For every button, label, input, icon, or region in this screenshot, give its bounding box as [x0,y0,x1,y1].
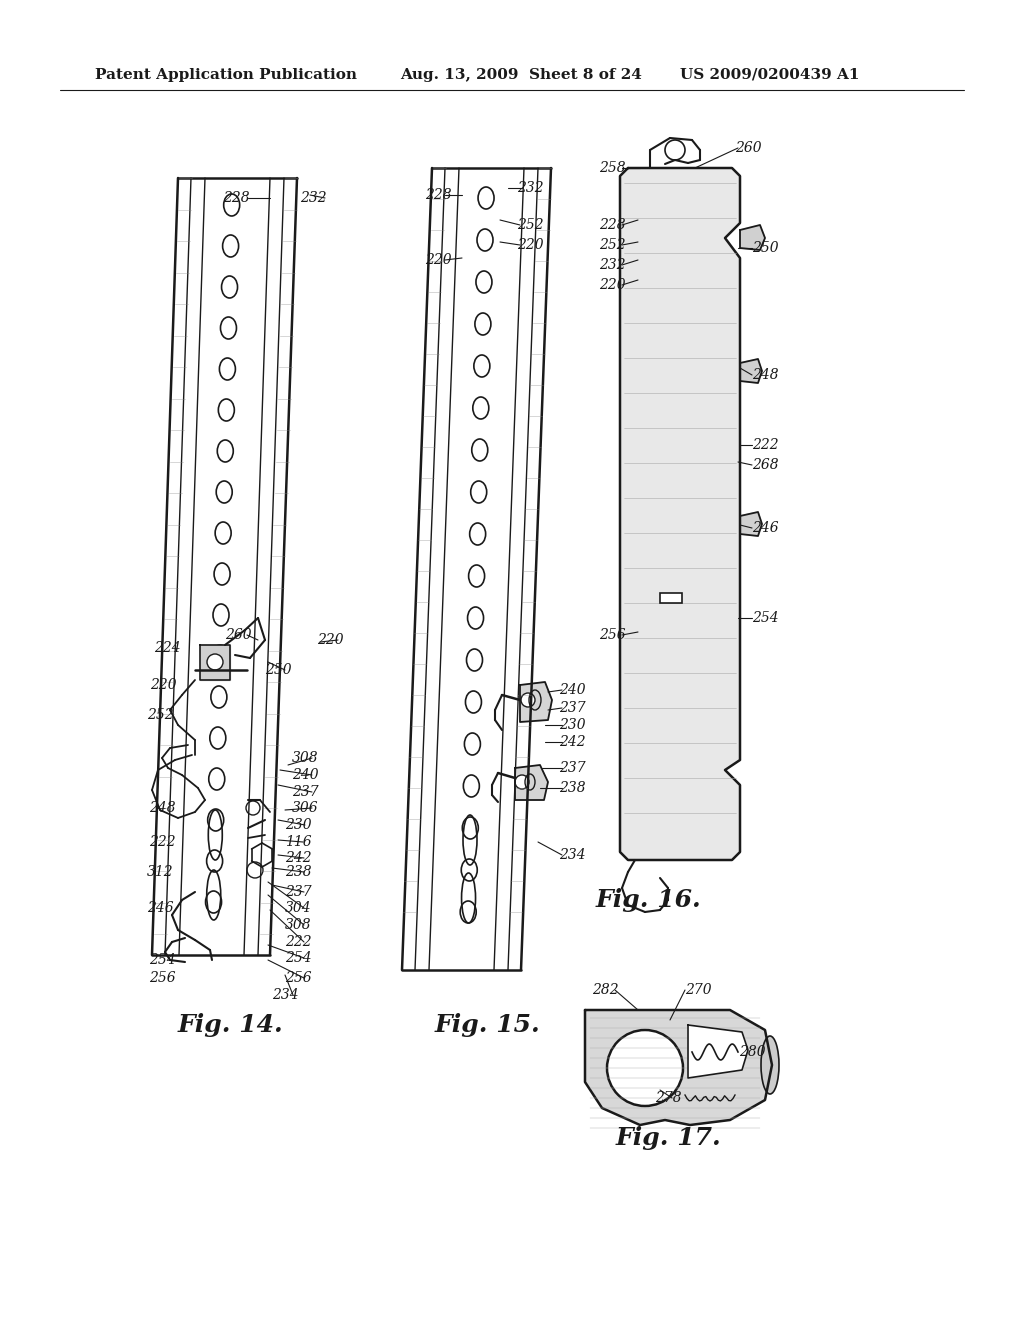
Text: 256: 256 [599,628,626,642]
Text: Fig. 14.: Fig. 14. [177,1012,283,1038]
Text: Aug. 13, 2009  Sheet 8 of 24: Aug. 13, 2009 Sheet 8 of 24 [400,69,642,82]
Text: 220: 220 [425,253,452,267]
Text: 224: 224 [154,642,180,655]
Text: 304: 304 [285,902,311,915]
Text: 240: 240 [559,682,586,697]
Text: 222: 222 [148,836,175,849]
Text: 280: 280 [738,1045,765,1059]
Text: 254: 254 [285,950,311,965]
Circle shape [207,653,223,671]
Polygon shape [200,645,230,680]
Circle shape [665,140,685,160]
Polygon shape [740,512,762,536]
Text: 306: 306 [292,801,318,814]
Text: 248: 248 [752,368,778,381]
Text: 232: 232 [517,181,544,195]
Text: US 2009/0200439 A1: US 2009/0200439 A1 [680,69,859,82]
Text: 240: 240 [292,768,318,781]
Text: 238: 238 [559,781,586,795]
Text: 246: 246 [752,521,778,535]
Text: 308: 308 [285,917,311,932]
Text: 228: 228 [599,218,626,232]
Text: 282: 282 [592,983,618,997]
Text: 237: 237 [559,762,586,775]
Circle shape [521,693,535,708]
Text: 270: 270 [685,983,712,997]
Text: 268: 268 [752,458,778,473]
Polygon shape [585,1010,772,1125]
Text: 308: 308 [292,751,318,766]
Text: Fig. 16.: Fig. 16. [595,888,700,912]
Text: 242: 242 [559,735,586,748]
Text: 234: 234 [271,987,298,1002]
Text: 250: 250 [752,242,778,255]
Text: 312: 312 [146,865,173,879]
Polygon shape [520,682,552,722]
Text: 222: 222 [752,438,778,451]
Text: Fig. 15.: Fig. 15. [434,1012,540,1038]
Text: 220: 220 [517,238,544,252]
Text: 234: 234 [559,847,586,862]
Polygon shape [740,359,762,383]
Text: 254: 254 [752,611,778,624]
Text: 232: 232 [300,191,327,205]
Text: 252: 252 [517,218,544,232]
Text: 237: 237 [559,701,586,715]
Circle shape [247,862,263,878]
Text: 220: 220 [150,678,176,692]
Text: 278: 278 [654,1092,681,1105]
Text: Patent Application Publication: Patent Application Publication [95,69,357,82]
Text: 260: 260 [224,628,251,642]
Text: 232: 232 [599,257,626,272]
Text: 252: 252 [146,708,173,722]
Text: 230: 230 [559,718,586,733]
Text: 248: 248 [148,801,175,814]
Text: 252: 252 [599,238,626,252]
Text: 237: 237 [292,785,318,799]
Ellipse shape [761,1036,779,1094]
Polygon shape [515,766,548,800]
Polygon shape [620,168,740,861]
Text: 258: 258 [599,161,626,176]
Text: 246: 246 [146,902,173,915]
Polygon shape [688,1026,748,1078]
Text: 222: 222 [285,935,311,949]
Text: Fig. 17.: Fig. 17. [615,1126,721,1150]
Text: 116: 116 [285,836,311,849]
Circle shape [246,801,260,814]
Text: 250: 250 [264,663,291,677]
Text: 230: 230 [285,818,311,832]
Text: 220: 220 [316,634,343,647]
Text: 228: 228 [425,187,452,202]
Text: 256: 256 [148,972,175,985]
Bar [660,593,682,603]
Text: 254: 254 [148,953,175,968]
Text: 220: 220 [599,279,626,292]
Circle shape [515,775,529,789]
Text: 256: 256 [285,972,311,985]
Text: 237: 237 [285,884,311,899]
Text: 228: 228 [222,191,249,205]
Text: 260: 260 [734,141,761,154]
Text: 242: 242 [285,851,311,865]
Circle shape [607,1030,683,1106]
Polygon shape [740,224,765,249]
Text: 238: 238 [285,865,311,879]
